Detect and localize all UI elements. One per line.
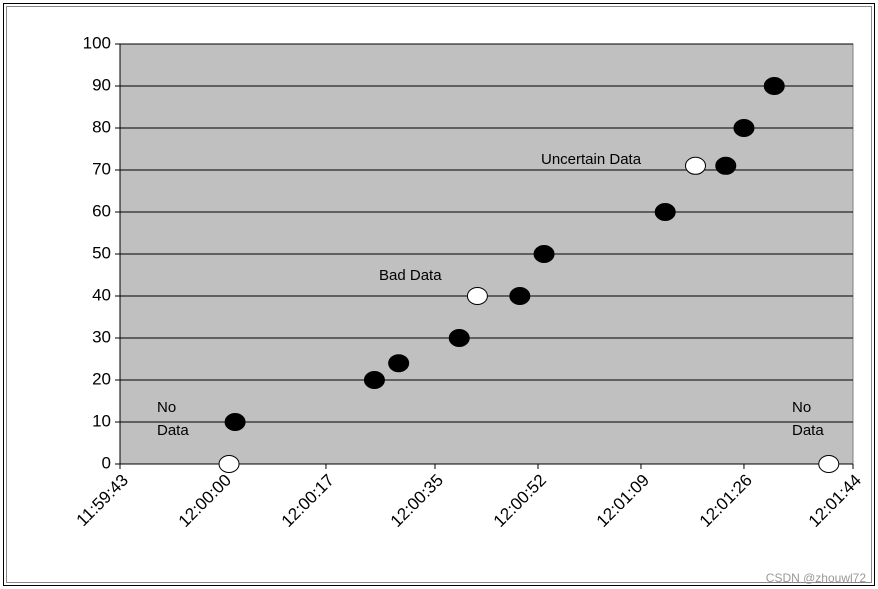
data-point bbox=[218, 455, 240, 473]
watermark: CSDN @zhouwl72 bbox=[765, 571, 866, 585]
data-point bbox=[654, 203, 676, 221]
y-tick-label: 90 bbox=[92, 75, 111, 94]
data-point bbox=[509, 287, 531, 305]
data-point bbox=[733, 119, 755, 137]
data-point bbox=[388, 354, 410, 373]
inner-border bbox=[6, 6, 872, 583]
data-point bbox=[763, 77, 785, 95]
y-tick-label: 50 bbox=[92, 243, 111, 262]
annotation: No Data bbox=[157, 399, 189, 439]
data-point bbox=[818, 455, 840, 473]
y-tick-label: 60 bbox=[92, 201, 111, 220]
data-point bbox=[684, 156, 706, 175]
data-point bbox=[533, 245, 555, 263]
data-point bbox=[224, 413, 246, 431]
annotation: Uncertain Data bbox=[541, 151, 642, 168]
data-point bbox=[466, 287, 488, 305]
y-tick-label: 10 bbox=[92, 411, 111, 430]
data-point bbox=[448, 329, 470, 347]
y-tick-label: 0 bbox=[102, 453, 111, 472]
y-tick-label: 20 bbox=[92, 369, 111, 388]
y-tick-label: 30 bbox=[92, 327, 111, 346]
y-tick-label: 70 bbox=[92, 159, 111, 178]
y-tick-label: 40 bbox=[92, 285, 111, 304]
y-tick-label: 80 bbox=[92, 117, 111, 136]
annotation: No Data bbox=[792, 399, 824, 439]
y-tick-label: 100 bbox=[83, 33, 111, 52]
annotation: Bad Data bbox=[379, 267, 442, 284]
data-point bbox=[363, 371, 385, 389]
data-point bbox=[715, 156, 737, 175]
